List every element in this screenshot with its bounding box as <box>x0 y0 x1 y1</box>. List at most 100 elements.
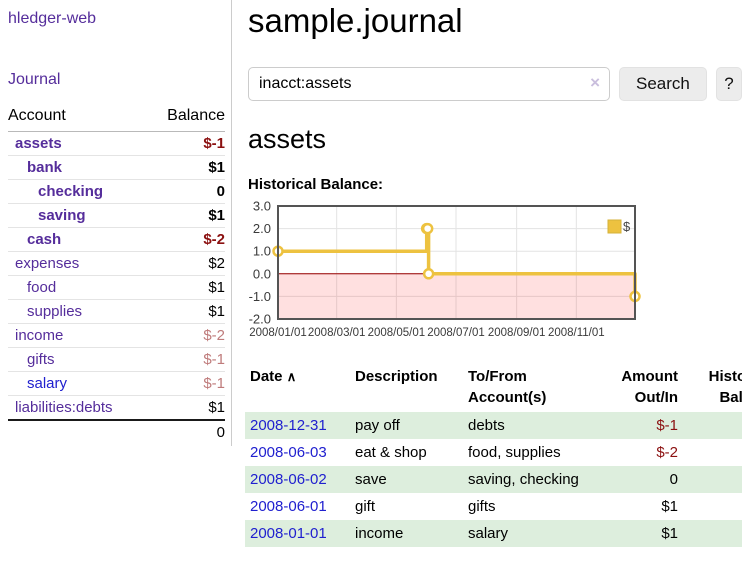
sidebar-account-link-liabilities-debts[interactable]: liabilities:debts <box>15 399 113 416</box>
register-row: 2008-12-31 pay off debts $-1 $-1 <box>245 412 742 439</box>
y-tick-label: 1.0 <box>253 244 271 259</box>
x-tick-label: 2008/03/01 <box>308 327 366 339</box>
accounts-total-value: 0 <box>147 419 225 444</box>
help-button[interactable]: ? <box>715 67 742 101</box>
register-amount: $-1 <box>656 417 678 434</box>
register-row: 2008-06-01 gift gifts $1 $2 <box>245 493 742 520</box>
x-tick-label: 2008/11/01 <box>548 327 605 339</box>
register-accounts: food, supplies <box>468 444 561 461</box>
account-balance: $1 <box>147 203 225 228</box>
sidebar-account-link-cash[interactable]: cash <box>27 231 62 248</box>
sidebar-account-row: liabilities:debts $1 <box>8 395 225 421</box>
sidebar-account-link-income[interactable]: income <box>15 327 64 344</box>
register-description: eat & shop <box>355 444 427 461</box>
account-balance: $1 <box>147 275 225 300</box>
account-balance: 0 <box>147 179 225 204</box>
app-brand-link[interactable]: hledger-web <box>8 10 97 27</box>
account-balance: $1 <box>147 395 225 421</box>
register-accounts: salary <box>468 525 509 542</box>
page-title: sample.journal <box>248 2 463 39</box>
register-balance: $2 <box>688 466 742 493</box>
account-balance: $-2 <box>147 227 225 252</box>
register-accounts: gifts <box>468 498 496 515</box>
legend-label: $ <box>623 219 631 234</box>
register-amount: $1 <box>661 525 678 542</box>
register-row: 2008-01-01 income salary $1 $1 <box>245 520 742 547</box>
account-title: assets <box>248 124 327 154</box>
y-tick-label: 0.0 <box>253 266 271 281</box>
sidebar-account-row: expenses $2 <box>8 251 225 276</box>
register-date-link[interactable]: 2008-06-02 <box>250 471 327 488</box>
register-description: pay off <box>355 417 400 434</box>
y-tick-label: 2.0 <box>253 221 271 236</box>
sidebar-account-link-gifts[interactable]: gifts <box>27 351 55 368</box>
sidebar-account-link-food[interactable]: food <box>27 279 57 296</box>
chart-point <box>422 268 435 280</box>
accounts-header-account: Account <box>8 103 148 132</box>
x-tick-label: 2008/05/01 <box>368 327 426 339</box>
search-button[interactable]: Search <box>619 67 707 101</box>
sidebar-account-row: income $-2 <box>8 323 225 348</box>
register-row: 2008-06-02 save saving, checking 0 $2 <box>245 466 742 493</box>
sidebar-account-link-assets[interactable]: assets <box>15 135 62 152</box>
sidebar-account-link-salary[interactable]: salary <box>27 375 68 392</box>
account-balance: $-2 <box>147 323 225 348</box>
sidebar-account-link-expenses[interactable]: expenses <box>15 255 80 272</box>
search-input-wrapper: × <box>248 67 610 101</box>
accounts-total-row: 0 <box>8 419 225 444</box>
register-date-link[interactable]: 2008-01-01 <box>250 525 327 542</box>
sidebar-account-row: salary $-1 <box>8 371 225 396</box>
account-balance: $-1 <box>147 371 225 396</box>
register-date-link[interactable]: 2008-06-03 <box>250 444 327 461</box>
register-description: gift <box>355 498 376 515</box>
account-balance: $-1 <box>147 131 225 156</box>
register-balance: $2 <box>688 493 742 520</box>
sidebar-account-link-checking[interactable]: checking <box>38 183 104 200</box>
clear-search-icon[interactable]: × <box>590 73 600 92</box>
sidebar-account-link-bank[interactable]: bank <box>27 159 63 176</box>
negative-region <box>278 273 635 319</box>
register-accounts: saving, checking <box>468 471 579 488</box>
register-balance: $-1 <box>688 412 742 439</box>
sidebar-account-link-supplies[interactable]: supplies <box>27 303 83 320</box>
sidebar-account-row: supplies $1 <box>8 299 225 324</box>
register-amount: $-2 <box>656 444 678 461</box>
account-balance: $-1 <box>147 347 225 372</box>
register-description: save <box>355 471 387 488</box>
search-input[interactable] <box>248 67 610 101</box>
sidebar-account-row: checking 0 <box>8 179 225 204</box>
main-content: sample.journal × Search ? assets Histori… <box>245 0 742 547</box>
chart-title: Historical Balance: <box>248 176 384 193</box>
sort-ascending-icon: ∧ <box>286 369 297 384</box>
x-tick-label: 2008/01/01 <box>249 327 307 339</box>
register-balance: 0 <box>688 439 742 466</box>
sidebar-account-link-saving[interactable]: saving <box>38 207 86 224</box>
sidebar-accounts-table: Account Balance assets $-1 bank $1 checking 0… <box>8 103 225 444</box>
legend-swatch <box>607 219 622 234</box>
sidebar-account-row: saving $1 <box>8 203 225 228</box>
account-balance: $1 <box>147 155 225 180</box>
sidebar-item-journal[interactable]: Journal <box>8 71 61 88</box>
y-tick-label: -2.0 <box>249 312 271 327</box>
sidebar-account-row: food $1 <box>8 275 225 300</box>
register-header-balance: Historical Balance <box>708 368 742 406</box>
plot-border <box>277 205 636 320</box>
sidebar-account-row: assets $-1 <box>8 131 225 156</box>
account-balance: $2 <box>147 251 225 276</box>
register-header-accounts: To/From Account(s) <box>468 368 547 406</box>
sidebar-account-row: gifts $-1 <box>8 347 225 372</box>
search-form: × Search ? <box>248 67 742 101</box>
register-table: Date ∧ Description To/From Account(s) Am… <box>245 363 742 547</box>
y-tick-label: 3.0 <box>253 199 271 214</box>
register-header-date-label: Date <box>250 368 283 385</box>
accounts-header-row: Account Balance <box>8 103 225 132</box>
register-header-date[interactable]: Date ∧ <box>245 363 355 412</box>
register-amount: 0 <box>669 471 678 488</box>
register-date-link[interactable]: 2008-12-31 <box>250 417 327 434</box>
register-description: income <box>355 525 404 542</box>
chart-point <box>421 222 434 235</box>
x-tick-label: 2008/09/01 <box>488 327 546 339</box>
register-accounts: debts <box>468 417 505 434</box>
register-date-link[interactable]: 2008-06-01 <box>250 498 327 515</box>
